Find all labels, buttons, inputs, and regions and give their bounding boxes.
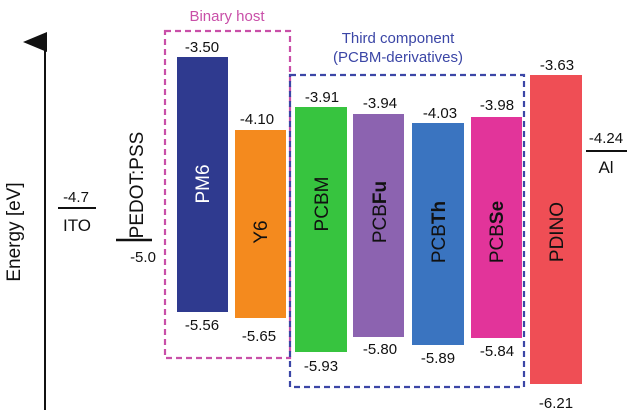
pcbfu-name: PCBFu [370, 181, 391, 243]
pdino-homo: -6.21 [539, 395, 573, 412]
third-component-box [288, 73, 526, 389]
pcbm-name: PCBM [312, 177, 333, 232]
pcbm-lumo: -3.91 [305, 89, 339, 106]
ito-level-label: -4.7 [63, 189, 89, 206]
pdino-bar [530, 75, 582, 384]
pcbse-lumo: -3.98 [480, 97, 514, 114]
pm6-homo: -5.56 [185, 317, 219, 334]
pcbfu-lumo: -3.94 [363, 95, 397, 112]
pcbfu-bar [353, 114, 404, 337]
y6-bar [235, 130, 286, 318]
third-component-label-line1: Third component [342, 30, 455, 47]
pm6-lumo: -3.50 [185, 39, 219, 56]
pcbse-name: PCBSe [487, 201, 508, 263]
pcbth-group: -4.03 -5.89 PCBTh [412, 105, 464, 367]
pm6-bar [177, 57, 228, 312]
pedot-level-label: -5.0 [130, 249, 156, 266]
ito-name: ITO [63, 216, 91, 235]
pm6-group: -3.50 -5.56 PM6 [177, 39, 228, 334]
y6-lumo: -4.10 [240, 111, 274, 128]
y6-group: -4.10 -5.65 Y6 [235, 111, 286, 345]
al-level-label: -4.24 [589, 130, 623, 147]
pcbfu-homo: -5.80 [363, 341, 397, 358]
al-name: Al [598, 158, 613, 177]
binary-host-box [163, 29, 292, 360]
pcbm-homo: -5.93 [304, 358, 338, 375]
third-component-label-line2: (PCBM-derivatives) [333, 49, 463, 66]
energy-axis-label: Energy [eV] [4, 182, 25, 281]
pcbth-name: PCBTh [429, 201, 450, 263]
pcbm-bar [295, 107, 347, 352]
pcbth-homo: -5.89 [421, 350, 455, 367]
y6-name: Y6 [251, 220, 272, 243]
pdino-lumo: -3.63 [540, 57, 574, 74]
pcbth-bar [412, 123, 464, 345]
pcbse-homo: -5.84 [480, 343, 514, 360]
pcbse-bar [471, 117, 522, 338]
binary-host-label: Binary host [189, 8, 265, 25]
pedot-name: PEDOT:PSS [127, 132, 148, 239]
y6-homo: -5.65 [242, 328, 276, 345]
pcbfu-group: -3.94 -5.80 PCBFu [353, 95, 404, 358]
pm6-name: PM6 [193, 164, 214, 203]
pcbth-lumo: -4.03 [423, 105, 457, 122]
pdino-group: -3.63 -6.21 PDINO [530, 57, 582, 412]
pdino-name: PDINO [547, 202, 568, 262]
pcbm-group: -3.91 -5.93 PCBM [295, 89, 347, 375]
pcbse-group: -3.98 -5.84 PCBSe [471, 97, 522, 360]
